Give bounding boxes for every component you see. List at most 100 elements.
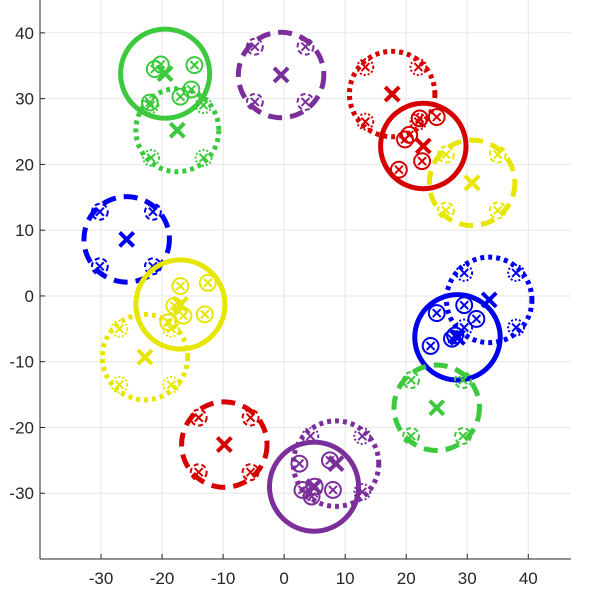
sub-point [404, 130, 414, 140]
cluster-center [168, 121, 186, 139]
cluster-blue-solid [412, 292, 503, 383]
sub-point [245, 412, 256, 423]
x-tick-label: 0 [279, 569, 288, 588]
cluster-center [463, 174, 481, 192]
sub-circle [488, 145, 507, 164]
sub-point [425, 341, 436, 351]
sub-point [413, 62, 424, 72]
cluster-red-solid [378, 100, 469, 192]
cluster-circle [235, 29, 327, 121]
cluster-center [414, 137, 432, 155]
cluster-circle [133, 257, 228, 352]
sub-circle [140, 93, 159, 112]
tick-labels: -30 -20 -10 0 10 20 30 40 -30 -20 -10 0 10 20 30 40 [9, 24, 537, 588]
sub-circle [189, 408, 208, 427]
sub-circle [189, 463, 208, 482]
sub-circle [421, 336, 440, 355]
cluster-green-dotted [133, 86, 222, 175]
sub-circle [409, 58, 428, 77]
plot-area [81, 26, 535, 534]
axes [39, 0, 571, 560]
cluster-yellow-dashed [426, 137, 518, 229]
sub-circle [427, 108, 446, 126]
sub-point [146, 153, 156, 163]
x-tick-label: -20 [150, 569, 175, 588]
x-tick-label: 20 [397, 569, 416, 588]
sub-point [175, 281, 186, 291]
sub-circle [455, 263, 474, 282]
sub-circle [162, 319, 181, 338]
sub-point [458, 375, 468, 385]
sub-point [200, 309, 210, 320]
cluster-circle [346, 48, 438, 140]
sub-point [325, 455, 335, 466]
sub-circle [389, 160, 408, 179]
cluster-circle [426, 137, 518, 229]
sub-point [305, 431, 316, 441]
sub-point [432, 112, 442, 122]
cluster-center [171, 296, 189, 313]
y-tick-label: 0 [25, 287, 34, 306]
sub-point [175, 91, 186, 102]
sub-point [360, 116, 371, 127]
x-tick-label: 10 [336, 569, 355, 588]
sub-point [166, 324, 176, 334]
sub-point [406, 431, 416, 441]
cluster-circle [266, 439, 362, 534]
sub-point [189, 60, 200, 70]
cluster-green-dashed [391, 362, 482, 453]
sub-point [148, 207, 158, 217]
sub-point [114, 380, 125, 390]
sub-point [145, 100, 156, 110]
y-tick-label: -10 [9, 353, 34, 372]
y-tick-label: 30 [15, 90, 34, 109]
sub-circle [455, 296, 474, 315]
y-tick-label: -30 [9, 484, 34, 503]
sub-circle [356, 58, 375, 77]
cluster-circle [290, 418, 382, 509]
sub-point [166, 380, 176, 390]
sub-circle [185, 56, 204, 75]
sub-circle [446, 326, 464, 345]
sub-point [511, 268, 521, 278]
sub-circle [171, 277, 190, 296]
sub-circle [436, 145, 455, 164]
sub-circle [320, 451, 339, 470]
cluster-circle [118, 26, 213, 121]
cluster-center [383, 85, 401, 103]
sub-circle [159, 313, 178, 332]
sub-point [328, 485, 338, 495]
sub-circle [454, 371, 472, 390]
cluster-blue-dotted [443, 254, 535, 346]
sub-circle [400, 125, 419, 144]
x-tick-label: -30 [89, 569, 114, 588]
sub-circle [427, 304, 446, 322]
sub-circle [467, 310, 486, 328]
sub-point [300, 41, 311, 52]
cluster-yellow-solid [133, 257, 228, 352]
sub-circle [410, 109, 429, 128]
sub-point [432, 308, 442, 318]
sub-point [414, 113, 425, 124]
sub-circle [488, 201, 507, 220]
sub-circle [353, 427, 372, 445]
cluster-center [118, 230, 136, 248]
y-tick-label: 20 [15, 155, 34, 174]
sub-point [203, 278, 213, 288]
cluster-center [272, 66, 290, 84]
cluster-purple-solid [266, 439, 362, 534]
sub-point [294, 458, 305, 469]
sub-point [493, 205, 503, 216]
sub-point [459, 268, 469, 278]
grid [40, 0, 571, 559]
sub-point [300, 97, 311, 107]
cluster-circle [443, 254, 535, 346]
sub-point [360, 62, 371, 72]
sub-circle [194, 96, 213, 115]
sub-circle [436, 201, 455, 220]
sub-point [193, 412, 204, 423]
sub-circle [110, 319, 129, 338]
sub-point [193, 467, 204, 477]
cluster-center [156, 65, 174, 83]
sub-point [441, 149, 451, 160]
